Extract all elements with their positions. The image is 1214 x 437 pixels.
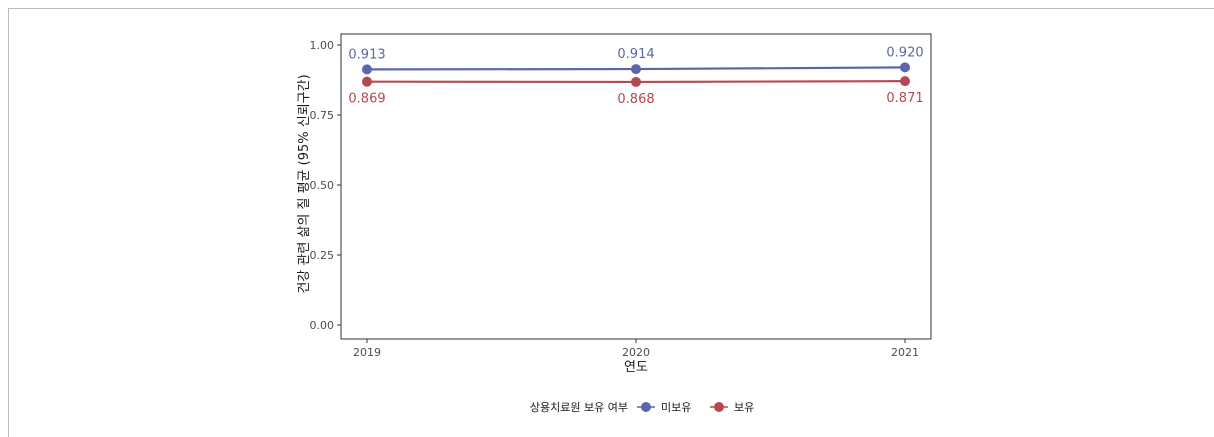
legend: 상용치료원 보유 여부 미보유 보유 <box>530 401 754 414</box>
data-label: 0.871 <box>886 91 923 106</box>
y-tick-label: 0.75 <box>310 109 335 122</box>
legend-item-1: 보유 <box>710 401 754 414</box>
x-axis-title: 연도 <box>624 360 648 375</box>
data-label: 0.920 <box>886 45 923 60</box>
legend-item-0: 미보유 <box>637 401 691 414</box>
data-label: 0.914 <box>617 47 654 62</box>
y-axis-title: 건강 관련 삶의 질 평균 (95% 신뢰구간) <box>297 74 312 293</box>
data-label: 0.913 <box>348 47 385 62</box>
legend-label: 미보유 <box>661 401 691 414</box>
data-point <box>362 76 372 87</box>
y-axis: 0.00 0.25 0.50 0.75 1.00 <box>310 39 341 332</box>
data-point <box>362 64 372 75</box>
x-tick-label: 2021 <box>891 346 919 359</box>
data-point <box>631 64 641 75</box>
figure-frame <box>8 8 1214 437</box>
legend-key-point <box>641 402 651 412</box>
data-label: 0.868 <box>617 92 654 107</box>
data-label: 0.869 <box>348 92 385 107</box>
series-0: 0.913 0.914 0.920 <box>348 45 924 75</box>
legend-key-point <box>714 402 724 412</box>
x-tick-label: 2020 <box>622 346 650 359</box>
series-layer: 0.913 0.914 0.920 0.869 0.868 0.871 <box>348 45 923 107</box>
series-1: 0.869 0.868 0.871 <box>348 76 924 107</box>
x-tick-label: 2019 <box>353 346 381 359</box>
y-tick-label: 0.25 <box>310 249 335 262</box>
data-point <box>900 76 910 87</box>
legend-title: 상용치료원 보유 여부 <box>530 401 628 414</box>
legend-label: 보유 <box>734 401 754 414</box>
x-axis: 2019 2020 2021 <box>353 339 919 359</box>
y-tick-label: 0.50 <box>310 179 335 192</box>
data-point <box>631 76 641 87</box>
data-point <box>900 62 910 73</box>
y-tick-label: 0.00 <box>310 319 335 332</box>
y-tick-label: 1.00 <box>310 39 335 52</box>
